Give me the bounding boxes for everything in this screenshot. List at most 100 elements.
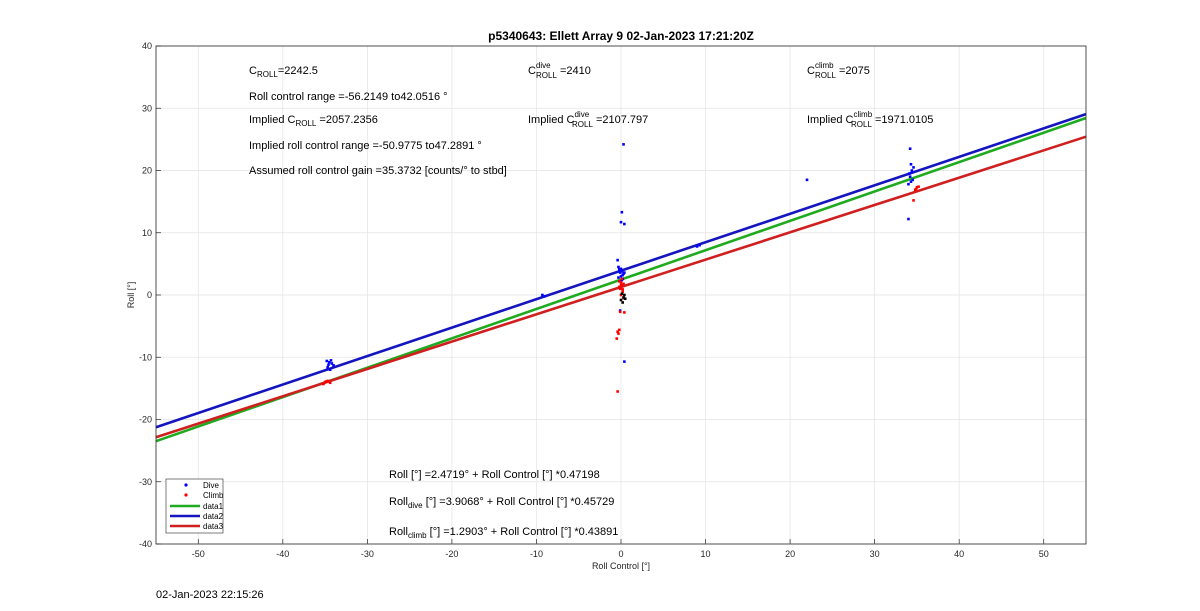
legend-climb-marker	[184, 493, 188, 497]
data-points	[322, 143, 920, 393]
dive-point	[619, 220, 623, 224]
c-roll-dive-annotation: Cdive ROLL =2410	[528, 61, 591, 80]
dive-point	[326, 365, 329, 369]
eq-dive-rest: [°] =3.9068° + Roll Control [°] *0.45729	[423, 496, 615, 508]
c-dive-sup: dive	[536, 61, 551, 70]
legend-data2-label: data2	[203, 512, 224, 521]
climb-point	[618, 285, 621, 289]
climb-point	[618, 287, 622, 291]
implied-c-sub: ROLL	[295, 119, 316, 128]
implied-c-pre: Implied C	[249, 114, 296, 126]
eq-dive-pre: Roll	[389, 496, 408, 508]
dive-point	[619, 275, 623, 278]
y-tick-label: 0	[147, 290, 152, 300]
climb-point	[326, 379, 329, 383]
climb-point	[915, 186, 919, 189]
climb-point	[622, 282, 625, 286]
dive-point	[621, 273, 624, 277]
c-roll-climb-annotation: Cclimb ROLL =2075	[807, 61, 870, 80]
dive-point	[698, 243, 701, 247]
dive-point	[617, 265, 620, 269]
dive-point	[616, 258, 619, 262]
implied-roll-range: Implied roll control range =-50.9775 to4…	[249, 140, 482, 152]
chart-title: p5340643: Ellett Array 9 02-Jan-2023 17:…	[488, 29, 754, 43]
dive-point	[695, 245, 699, 248]
c-climb-sub: ROLL	[815, 71, 836, 80]
y-tick-label: 30	[142, 103, 152, 113]
x-axis-label: Roll Control [°]	[592, 561, 650, 571]
climb-point	[912, 199, 915, 202]
x-tick-label: -40	[276, 549, 289, 559]
climb-point	[621, 288, 624, 291]
climb-point	[616, 390, 619, 393]
implied-climb-sup: climb	[853, 110, 872, 119]
climb-point	[618, 328, 621, 332]
x-tick-label: -30	[361, 549, 374, 559]
eq-climb-pre: Roll	[389, 526, 408, 538]
footer-timestamp: 02-Jan-2023 22:15:26	[156, 589, 264, 601]
dive-point	[908, 172, 911, 175]
dive-point	[328, 360, 331, 364]
assumed-gain: Assumed roll control gain =35.3732 [coun…	[249, 165, 507, 177]
dive-point	[622, 143, 625, 146]
dive-point	[328, 368, 332, 371]
x-tick-labels: -50 -40 -30 -20 -10 0 10 20 30 40 50	[192, 549, 1049, 559]
y-tick-label: -30	[139, 477, 152, 487]
c-dive-value: =2410	[557, 65, 591, 77]
center-point	[623, 297, 627, 301]
dive-point	[617, 276, 620, 279]
dive-point	[805, 178, 809, 182]
dive-point	[618, 271, 622, 274]
y-tick-labels: -40 -30 -20 -10 0 10 20 30 40	[139, 41, 152, 549]
c-climb-value: =2075	[836, 65, 870, 77]
x-tick-label: 20	[785, 549, 795, 559]
y-tick-label: 40	[142, 41, 152, 51]
dive-point	[332, 364, 335, 367]
fit-line-data3	[155, 135, 1087, 439]
equation-all: Roll [°] =2.4719° + Roll Control [°] *0.…	[389, 469, 600, 481]
dive-point	[908, 175, 912, 179]
legend-data3-label: data3	[203, 522, 224, 531]
x-tick-label: -50	[192, 549, 205, 559]
eq-climb-sub: climb	[408, 531, 427, 540]
center-point	[620, 292, 624, 296]
x-tick-label: -20	[445, 549, 458, 559]
dive-point	[541, 293, 544, 297]
climb-point	[617, 332, 620, 335]
legend-climb-label: Climb	[203, 491, 224, 500]
climb-point	[328, 381, 332, 385]
y-tick-label: 20	[142, 166, 152, 176]
eq-dive-sub: dive	[408, 501, 423, 510]
x-tick-label: 30	[870, 549, 880, 559]
legend: Dive Climb data1 data2 data3	[165, 478, 224, 534]
climb-point	[616, 330, 619, 334]
implied-dive-sup: dive	[574, 110, 589, 119]
center-point	[619, 298, 623, 302]
legend-dive-label: Dive	[203, 481, 220, 490]
implied-dive-pre: Implied C	[528, 114, 575, 126]
climb-point	[322, 382, 325, 386]
center-point	[622, 296, 625, 299]
climb-point	[623, 311, 626, 314]
climb-point	[324, 380, 328, 383]
implied-climb-sub: ROLL	[851, 120, 872, 129]
implied-c-roll: Implied CROLL =2057.2356	[249, 114, 378, 128]
dive-point	[623, 360, 626, 363]
implied-dive-sub: ROLL	[572, 120, 593, 129]
eq-climb-rest: [°] =1.2903° + Roll Control [°] *0.43891	[427, 526, 619, 538]
dive-point	[543, 294, 547, 298]
climb-point	[913, 188, 917, 192]
implied-c-roll-dive: Implied Cdive ROLL =2107.797	[528, 110, 648, 129]
dive-point	[618, 267, 621, 271]
c-climb-base: C	[807, 65, 815, 77]
dive-point	[327, 363, 330, 367]
c-roll-value: =2242.5	[278, 65, 318, 77]
center-point	[623, 293, 626, 297]
c-roll-base: C	[249, 65, 257, 77]
dive-point	[907, 182, 910, 186]
legend-data1-label: data1	[203, 502, 224, 511]
implied-dive-value: =2107.797	[593, 114, 648, 126]
legend-dive-marker	[184, 483, 188, 487]
dive-point	[909, 162, 913, 166]
